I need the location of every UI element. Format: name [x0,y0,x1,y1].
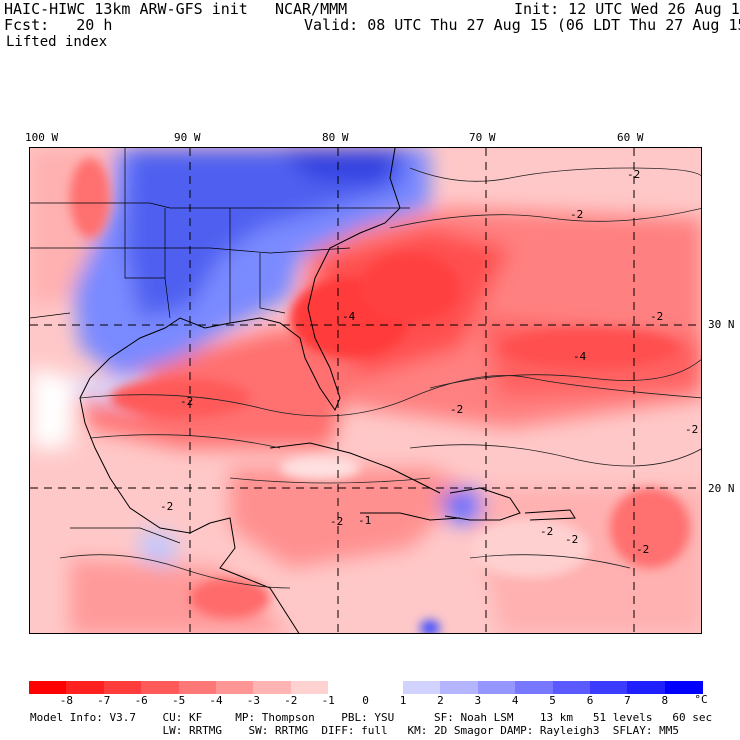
colorbar-swatch [552,681,591,694]
colorbar-label: 2 [437,694,444,707]
contour-label: -2 [180,395,193,408]
colorbar-swatch [403,681,441,694]
colorbar-label: -6 [134,694,148,707]
colorbar-label: -3 [246,694,261,707]
valid-time: Valid: 08 UTC Thu 27 Aug 15 (06 LDT Thu … [304,16,740,34]
lon-label-60w: 60 W [617,131,644,144]
contour-label: -1 [358,514,371,527]
lifted-index-map: -2 -2 -4 -2 -2 -4 -2 -2 -1 -2 -2 -2 -2 -2 [29,147,702,634]
contour-label: -2 [450,403,463,416]
contour-label: -2 [540,525,553,538]
colorbar-swatch [328,681,367,694]
colorbar-swatch [627,681,666,694]
contour-label: -2 [627,168,640,181]
colorbar-label: -8 [59,694,74,707]
model-info-line2: LW: RRTMG SW: RRTMG DIFF: full KM: 2D Sm… [30,724,680,737]
colorbar-label: -4 [209,694,223,707]
colorbar-swatch [290,681,329,694]
colorbar-swatch [590,681,628,694]
colorbar-label: -2 [284,694,298,707]
model-info-line1: Model Info: V3.7 CU: KF MP: Thompson PBL… [30,711,713,724]
colorbar-swatch [103,681,142,694]
contour-label: -4 [342,310,356,323]
contour-label: -2 [650,310,663,323]
colorbar-label: 5 [549,694,556,707]
colorbar-swatch [66,681,105,694]
colorbar-swatch [477,681,516,694]
colorbar-label: -7 [97,694,111,707]
lon-label-70w: 70 W [469,131,496,144]
colorbar-label: 6 [586,694,594,707]
coastlines [79,148,576,633]
contour-label: -2 [330,515,343,528]
colorbar-label: 3 [474,694,482,707]
contour-labels: -2 -2 -4 -2 -2 -4 -2 -2 -1 -2 -2 -2 -2 -2 [160,168,698,556]
colorbar-swatch [178,681,217,694]
forecast-hour: Fcst: 20 h [4,16,113,34]
lat-label-30n: 30 N [708,318,735,331]
contour-label: -4 [573,350,587,363]
colorbar-swatch [365,681,404,694]
latlon-grid [30,148,701,633]
contour-label: -2 [565,533,578,546]
lon-label-80w: 80 W [322,131,349,144]
contour-label: -2 [570,208,583,221]
colorbar-unit: °C [694,693,708,706]
colorbar-swatch [515,681,554,694]
colorbar-label: 8 [661,694,669,707]
colorbar-label: 4 [511,694,519,707]
map-svg: -2 -2 -4 -2 -2 -4 -2 -2 -1 -2 -2 -2 -2 -2 [30,148,701,633]
colorbar-label: -1 [321,694,335,707]
contour-label: -2 [636,543,649,556]
lon-label-100w: 100 W [25,131,59,144]
colorbar-swatch [253,681,292,694]
lon-label-90w: 90 W [174,131,201,144]
colorbar-label: 1 [399,694,407,707]
lat-label-20n: 20 N [708,482,735,495]
model-title: HAIC-HIWC 13km ARW-GFS init NCAR/MMM [4,0,348,18]
colorbar-swatch [664,681,703,694]
colorbar-swatch [216,681,254,694]
political-borders [30,148,410,544]
init-time: Init: 12 UTC Wed 26 Aug 15 [514,0,740,18]
colorbar-label: 0 [362,694,369,707]
colorbar-swatch [29,681,67,694]
field-detail [70,158,690,633]
colorbar-swatch [141,681,180,694]
contour-label: -2 [685,423,698,436]
colorbar-label: -5 [171,694,186,707]
colorbar-swatch [440,681,479,694]
field-name: Lifted index [6,34,108,50]
contour-label: -2 [160,500,173,513]
colorbar-label: 7 [624,694,631,707]
contours [59,167,701,589]
